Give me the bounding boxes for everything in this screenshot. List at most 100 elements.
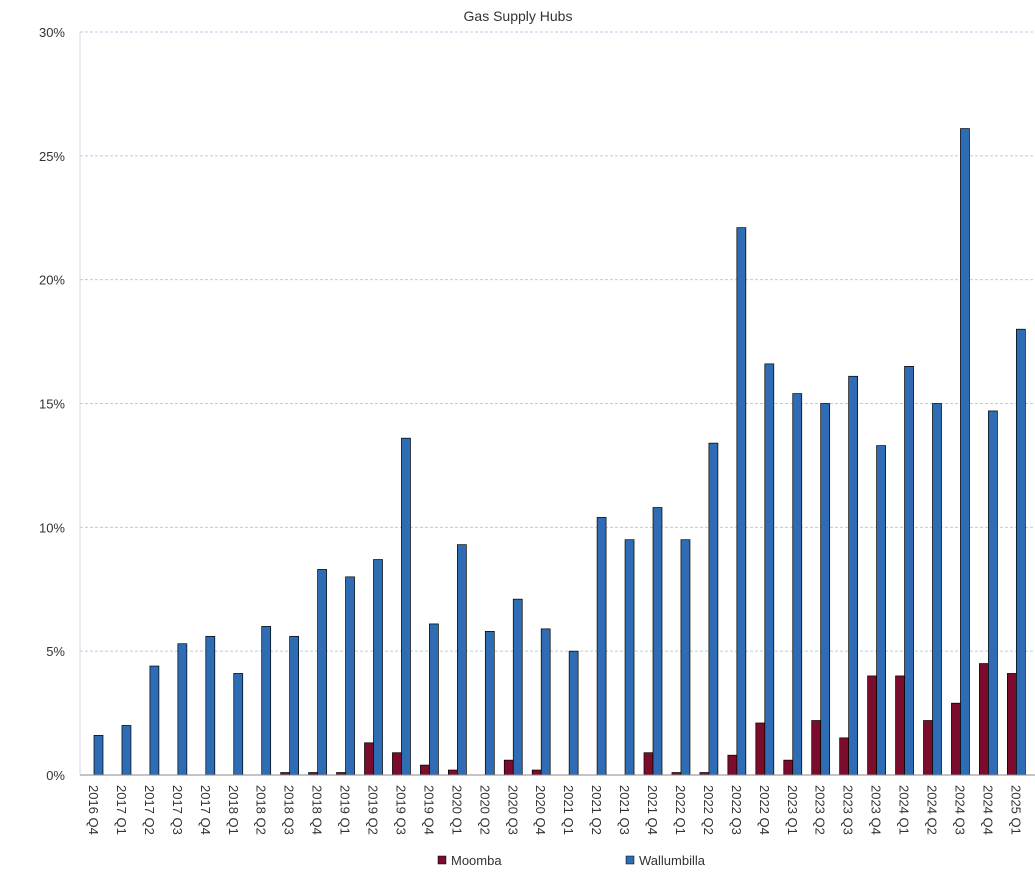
bar-wallumbilla (121, 725, 132, 776)
bar-wallumbilla (652, 507, 663, 776)
x-tick-label: 2023 Q3 (841, 785, 856, 835)
x-tick-label: 2017 Q3 (170, 785, 185, 835)
bar-wallumbilla (596, 517, 607, 776)
x-tick-label: 2018 Q2 (254, 785, 269, 835)
bar-wallumbilla (512, 598, 523, 776)
x-tick-label: 2019 Q1 (338, 785, 353, 835)
bar-moomba (1006, 673, 1017, 776)
x-tick-label: 2022 Q1 (673, 785, 688, 835)
bar-moomba (951, 702, 961, 776)
bar-wallumbilla (820, 403, 831, 776)
axes (79, 32, 1035, 776)
x-tick-label: 2022 Q3 (729, 785, 744, 835)
bar-wallumbilla (624, 539, 635, 776)
legend-swatch-wallumbilla (625, 855, 635, 865)
bar-wallumbilla (680, 539, 691, 776)
bar-wallumbilla (429, 623, 439, 776)
bar-wallumbilla (93, 735, 104, 776)
bar-wallumbilla (792, 393, 803, 776)
chart-title: Gas Supply Hubs (464, 8, 573, 24)
x-tick-label: 2020 Q2 (477, 785, 492, 835)
y-tick-label: 0% (46, 768, 65, 783)
y-axis-ticks: 0% 5% 10% 15% 20% 25% 30% (39, 25, 65, 783)
x-tick-label: 2019 Q2 (366, 785, 381, 835)
x-tick-label: 2020 Q3 (505, 785, 520, 835)
y-tick-label: 15% (39, 397, 65, 412)
bar-wallumbilla (736, 227, 747, 776)
bar-wallumbilla (457, 544, 467, 776)
bar-wallumbilla (988, 410, 998, 776)
legend: Moomba Wallumbilla (437, 853, 706, 868)
x-tick-label: 2016 Q4 (86, 785, 101, 835)
bar-moomba (923, 720, 933, 776)
x-tick-label: 2017 Q1 (114, 785, 129, 835)
bar-wallumbilla (540, 628, 551, 776)
bar-moomba (783, 759, 794, 776)
x-tick-label: 2022 Q2 (701, 785, 716, 835)
bar-moomba (839, 737, 850, 776)
bar-moomba (643, 752, 654, 776)
bar-wallumbilla (960, 128, 970, 776)
x-tick-label: 2019 Q3 (393, 785, 408, 835)
x-tick-label: 2023 Q4 (869, 785, 884, 835)
bar-wallumbilla (233, 673, 244, 776)
x-tick-label: 2019 Q4 (421, 785, 436, 835)
bar-wallumbilla (317, 569, 327, 776)
bar-moomba (448, 769, 458, 776)
y-tick-label: 10% (39, 520, 65, 535)
bar-wallumbilla (149, 665, 160, 776)
bar-wallumbilla (764, 363, 775, 776)
bar-wallumbilla (373, 559, 383, 776)
x-tick-label: 2018 Q1 (226, 785, 241, 835)
legend-label-moomba: Moomba (451, 853, 502, 868)
x-tick-label: 2022 Q4 (757, 785, 772, 835)
y-tick-label: 25% (39, 149, 65, 164)
bar-moomba (895, 675, 905, 776)
bar-moomba (531, 769, 542, 776)
bar-wallumbilla (177, 643, 188, 776)
y-tick-label: 30% (39, 25, 65, 40)
bar-moomba (979, 663, 989, 776)
x-tick-label: 2023 Q1 (785, 785, 800, 835)
bar-wallumbilla (261, 626, 272, 776)
gridlines (80, 31, 1035, 652)
bar-wallumbilla (484, 631, 495, 776)
bar-wallumbilla (345, 576, 355, 776)
bar-wallumbilla (932, 403, 942, 776)
bar-moomba (811, 720, 822, 776)
x-tick-label: 2018 Q3 (282, 785, 297, 835)
y-tick-label: 5% (46, 644, 65, 659)
x-tick-label: 2017 Q4 (198, 785, 213, 835)
bar-moomba (867, 675, 877, 776)
bar-moomba (364, 742, 374, 776)
legend-label-wallumbilla: Wallumbilla (639, 853, 706, 868)
x-tick-label: 2023 Q2 (813, 785, 828, 835)
bar-wallumbilla (708, 442, 719, 776)
legend-swatch-moomba (437, 855, 447, 865)
x-tick-label: 2024 Q3 (952, 785, 967, 835)
x-tick-label: 2018 Q4 (310, 785, 325, 835)
bar-wallumbilla (1015, 328, 1026, 776)
x-tick-label: 2021 Q1 (561, 785, 576, 835)
bar-moomba (755, 722, 766, 776)
x-tick-label: 2021 Q4 (645, 785, 660, 835)
x-axis-ticks: 2016 Q4 2017 Q1 2017 Q2 2017 Q3 2017 Q4 2018 … (86, 785, 1023, 835)
x-tick-label: 2025 Q1 (1008, 785, 1023, 835)
bar-wallumbilla (876, 445, 886, 776)
bars (93, 128, 1026, 776)
bar-moomba (727, 754, 738, 776)
bar-moomba (503, 759, 514, 776)
bar-wallumbilla (568, 650, 579, 776)
y-tick-label: 20% (39, 273, 65, 288)
bar-wallumbilla (289, 635, 299, 776)
x-tick-label: 2020 Q1 (449, 785, 464, 835)
bar-wallumbilla (205, 635, 216, 776)
x-tick-label: 2024 Q4 (980, 785, 995, 835)
x-tick-label: 2020 Q4 (533, 785, 548, 835)
bar-moomba (392, 752, 402, 776)
x-tick-label: 2021 Q2 (589, 785, 604, 835)
bar-moomba (420, 764, 430, 776)
bar-wallumbilla (904, 366, 914, 776)
x-tick-label: 2021 Q3 (617, 785, 632, 835)
